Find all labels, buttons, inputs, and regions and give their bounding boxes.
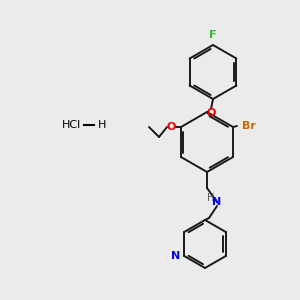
Text: O: O [206,108,216,118]
Text: H: H [98,120,106,130]
Text: N: N [171,251,180,261]
Text: F: F [209,30,217,40]
Text: H: H [207,193,215,203]
Text: Br: Br [242,121,256,131]
Text: N: N [212,197,222,207]
Text: O: O [166,122,176,132]
Text: HCl: HCl [62,120,81,130]
